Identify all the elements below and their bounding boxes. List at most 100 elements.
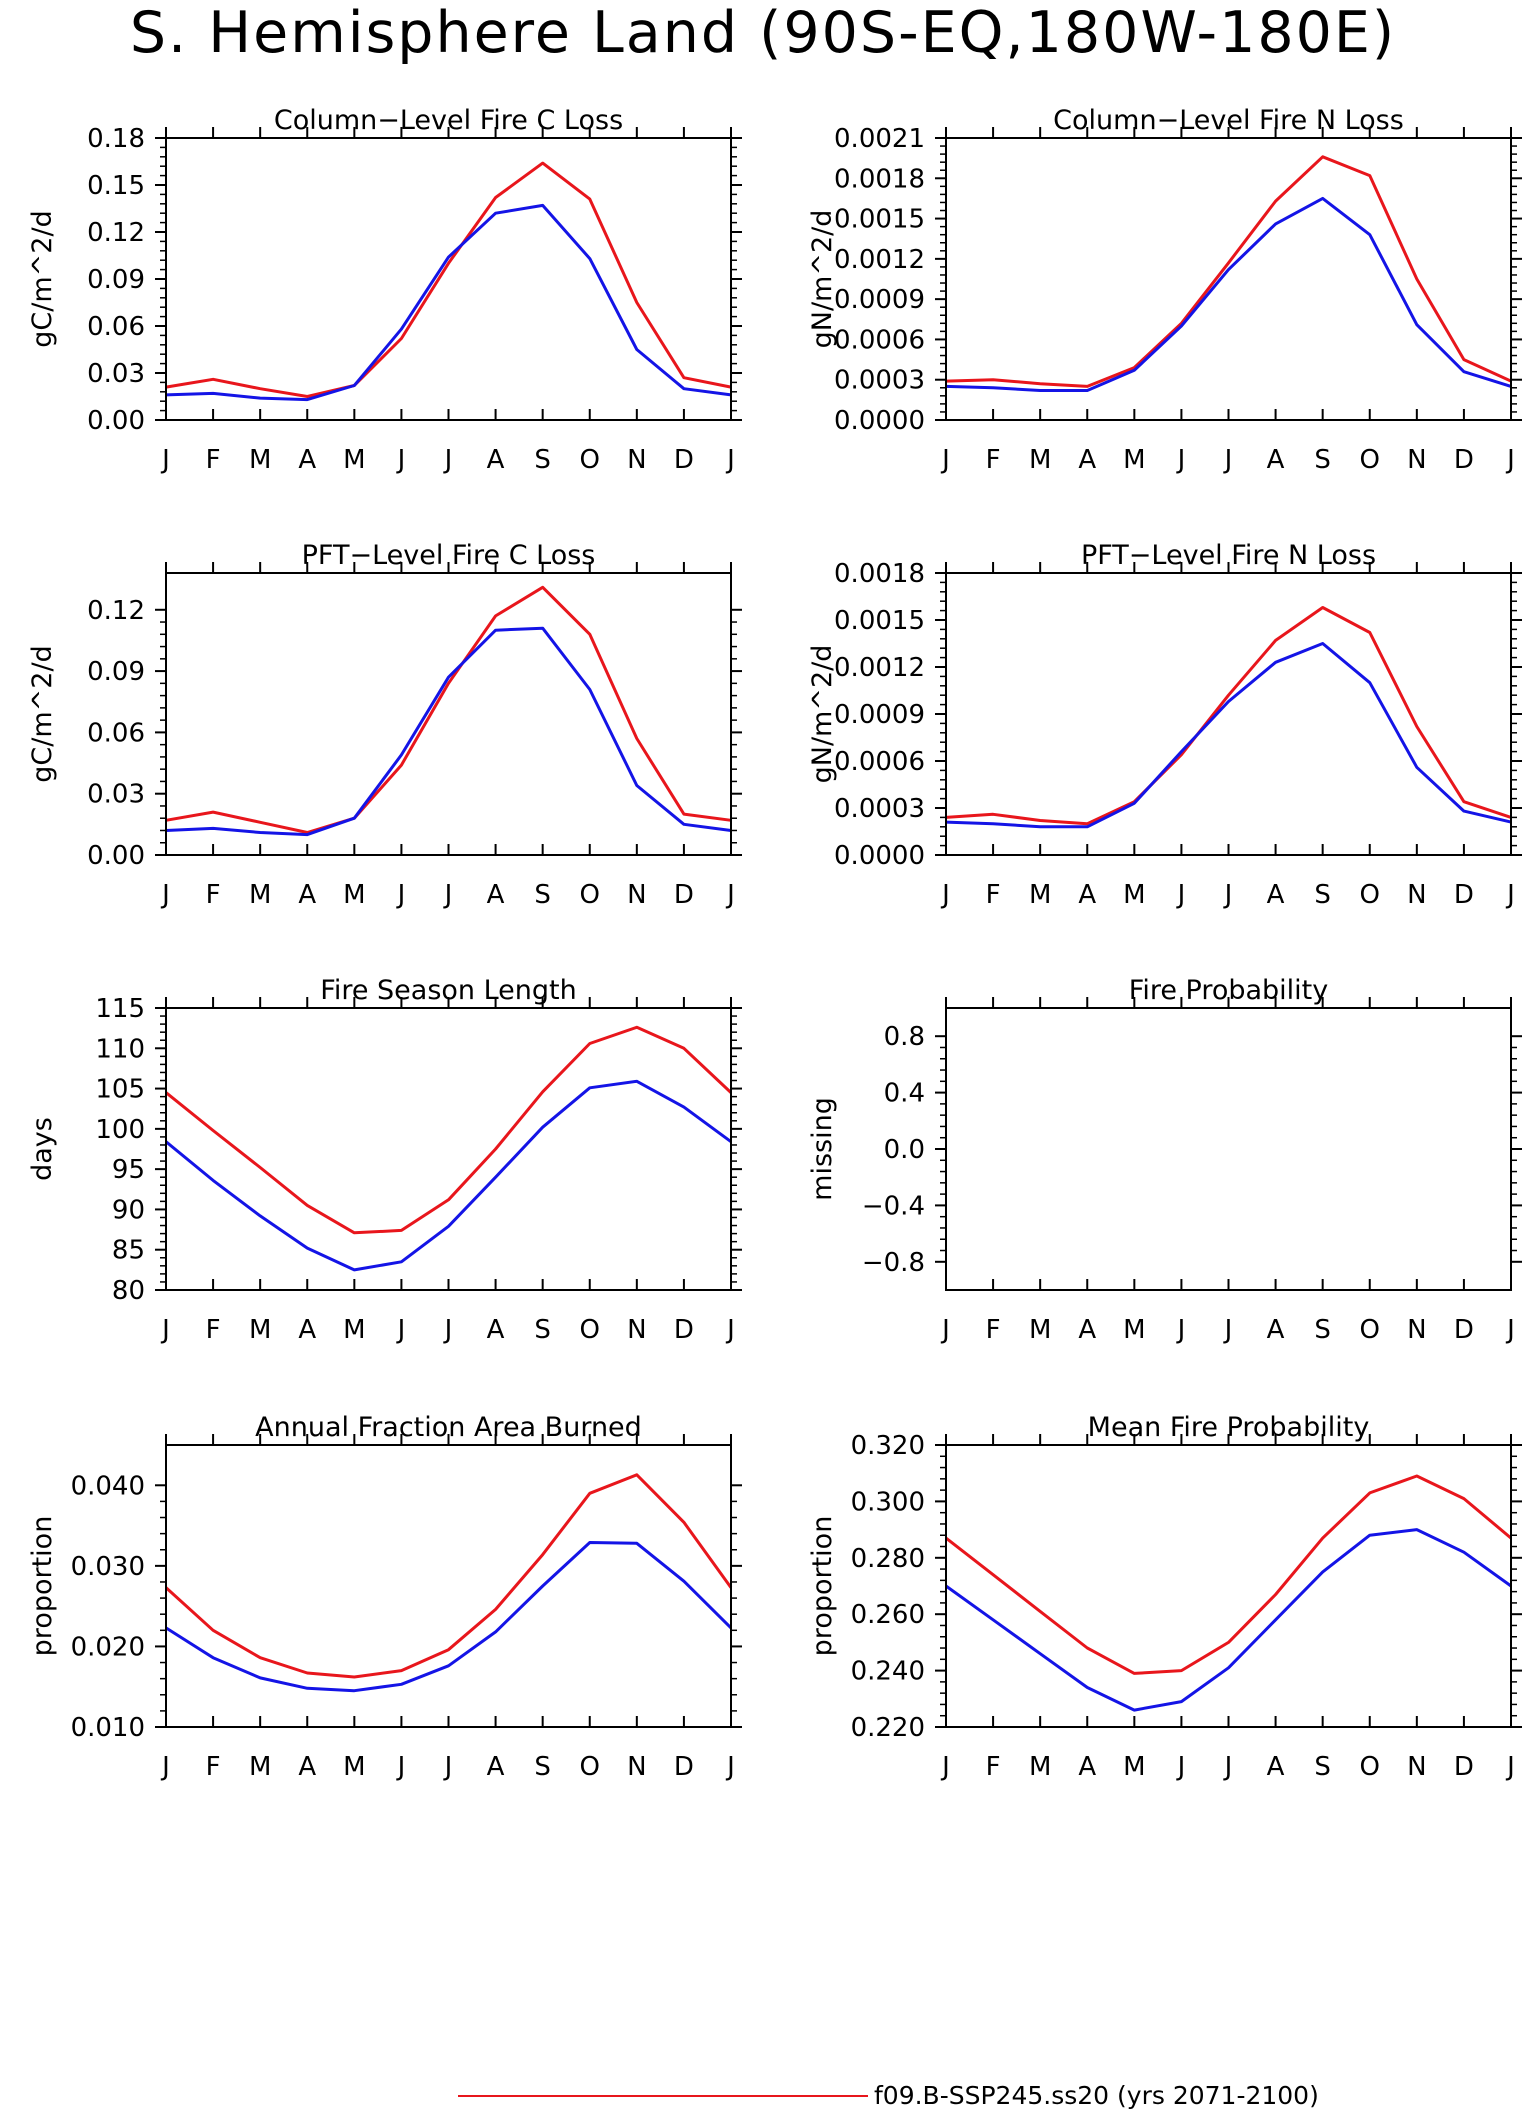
x-tick-label: A bbox=[487, 880, 505, 910]
y-tick-label: 0.010 bbox=[71, 1713, 145, 1743]
x-tick-label: J bbox=[940, 445, 950, 475]
x-tick-label: O bbox=[580, 1315, 600, 1345]
legend-label: f09.B-SSP245.ss20 (yrs 2071-2100) bbox=[874, 2081, 1319, 2110]
plot-frame bbox=[165, 137, 732, 421]
x-tick-label: J bbox=[443, 1752, 453, 1782]
x-tick-label: M bbox=[1123, 1752, 1145, 1782]
x-tick-label: M bbox=[343, 880, 365, 910]
x-tick-label: J bbox=[725, 1315, 735, 1345]
x-tick-label: F bbox=[986, 1315, 1001, 1345]
x-tick-label: M bbox=[1123, 880, 1145, 910]
series-line bbox=[165, 1541, 733, 1693]
x-tick-label: O bbox=[580, 880, 600, 910]
y-tick-label: 0.06 bbox=[87, 312, 145, 342]
x-tick-label: A bbox=[487, 445, 505, 475]
y-tick-label: 0.00 bbox=[87, 406, 145, 436]
x-tick-label: J bbox=[1505, 445, 1515, 475]
y-tick-label: 0.0018 bbox=[834, 559, 925, 589]
x-tick-label: D bbox=[674, 1315, 694, 1345]
x-tick-label: D bbox=[674, 880, 694, 910]
y-tick-label: 105 bbox=[95, 1075, 145, 1105]
x-tick-label: J bbox=[725, 880, 735, 910]
y-tick-label: 0.0015 bbox=[834, 606, 925, 636]
y-axis-label: days bbox=[27, 1117, 58, 1181]
x-tick-label: A bbox=[1078, 445, 1096, 475]
series-line bbox=[165, 203, 732, 402]
x-tick-label: M bbox=[343, 1752, 365, 1782]
plot-frame bbox=[945, 1007, 1512, 1291]
x-tick-label: D bbox=[1454, 880, 1474, 910]
x-tick-label: N bbox=[1407, 1752, 1426, 1782]
y-tick-label: 0.0009 bbox=[834, 700, 925, 730]
plot-frame bbox=[165, 572, 732, 856]
y-tick-label: −0.4 bbox=[862, 1191, 925, 1221]
series-line bbox=[945, 155, 1512, 388]
x-tick-label: F bbox=[986, 445, 1001, 475]
x-tick-label: J bbox=[443, 880, 453, 910]
x-tick-label: S bbox=[1314, 445, 1331, 475]
y-tick-label: 0.09 bbox=[87, 657, 145, 687]
y-tick-label: 0.0009 bbox=[834, 285, 925, 315]
x-tick-label: N bbox=[627, 445, 646, 475]
y-tick-label: 0.0003 bbox=[834, 366, 925, 396]
x-tick-label: J bbox=[396, 445, 406, 475]
y-tick-label: 0.09 bbox=[87, 265, 145, 295]
plot-frame bbox=[945, 137, 1512, 421]
y-tick-label: 0.03 bbox=[87, 359, 145, 389]
x-tick-label: A bbox=[1267, 880, 1285, 910]
y-tick-label: 115 bbox=[95, 994, 145, 1024]
y-tick-label: 85 bbox=[112, 1236, 145, 1266]
x-tick-label: J bbox=[1223, 445, 1233, 475]
plot-frame bbox=[165, 1444, 732, 1728]
plot-frame bbox=[165, 1007, 732, 1291]
x-tick-label: F bbox=[206, 1752, 221, 1782]
x-tick-label: M bbox=[1029, 880, 1051, 910]
x-tick-label: A bbox=[298, 880, 316, 910]
x-tick-label: J bbox=[1505, 880, 1515, 910]
x-tick-label: J bbox=[1176, 880, 1186, 910]
x-tick-label: J bbox=[160, 1752, 170, 1782]
series-line bbox=[945, 642, 1512, 829]
series-line bbox=[165, 626, 732, 837]
x-tick-label: J bbox=[1176, 1315, 1186, 1345]
x-tick-label: N bbox=[627, 1315, 646, 1345]
y-tick-label: 0.00 bbox=[87, 841, 145, 871]
y-tick-label: 0.0000 bbox=[834, 841, 925, 871]
plot-frame bbox=[945, 1444, 1512, 1728]
x-tick-label: J bbox=[1176, 1752, 1186, 1782]
x-tick-label: N bbox=[1407, 1315, 1426, 1345]
x-tick-label: J bbox=[1505, 1315, 1515, 1345]
x-tick-label: J bbox=[940, 1752, 950, 1782]
x-tick-label: S bbox=[534, 1315, 551, 1345]
x-tick-label: S bbox=[534, 880, 551, 910]
y-axis-label: gC/m^2/d bbox=[27, 210, 58, 347]
series-line bbox=[945, 606, 1512, 826]
y-tick-label: 0.280 bbox=[851, 1544, 925, 1574]
x-tick-label: M bbox=[249, 445, 271, 475]
y-axis-label: gN/m^2/d bbox=[807, 645, 838, 784]
x-tick-label: S bbox=[1314, 880, 1331, 910]
y-tick-label: 0.220 bbox=[851, 1713, 925, 1743]
x-tick-label: D bbox=[1454, 445, 1474, 475]
y-tick-label: 0.0012 bbox=[834, 245, 925, 275]
x-tick-label: J bbox=[725, 445, 735, 475]
x-tick-label: A bbox=[487, 1315, 505, 1345]
x-tick-label: J bbox=[940, 880, 950, 910]
y-tick-label: 0.12 bbox=[87, 596, 145, 626]
x-tick-label: J bbox=[1223, 880, 1233, 910]
y-tick-label: 90 bbox=[112, 1195, 145, 1225]
y-tick-label: 80 bbox=[112, 1276, 145, 1306]
y-tick-label: 0.320 bbox=[851, 1431, 925, 1461]
series-line bbox=[165, 1079, 732, 1272]
y-tick-label: 110 bbox=[95, 1034, 145, 1064]
y-tick-label: 0.030 bbox=[71, 1552, 145, 1582]
x-tick-label: O bbox=[1360, 1315, 1380, 1345]
x-tick-label: M bbox=[1029, 445, 1051, 475]
